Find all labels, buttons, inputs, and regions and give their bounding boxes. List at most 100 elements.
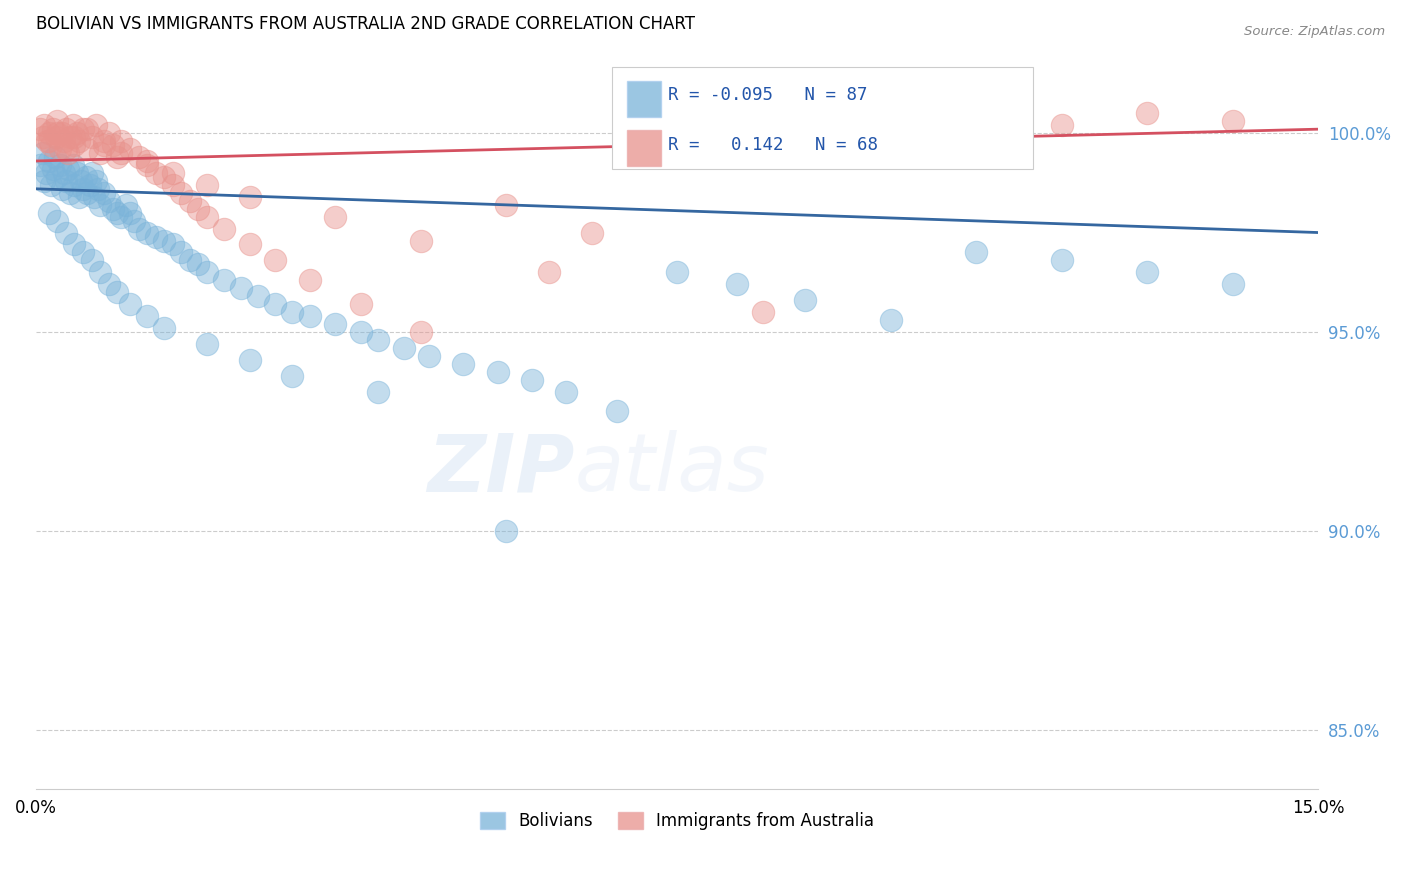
Point: [34, 118, 56, 132]
Point: [38, 134, 60, 148]
Point: [80, 130, 103, 145]
Point: [76, 186, 98, 200]
Point: [97, 194, 120, 208]
Point: [63, 178, 86, 192]
Point: [34, 174, 56, 188]
Point: [145, 166, 167, 180]
Point: [72, 245, 94, 260]
Point: [105, 285, 128, 300]
Point: [55, 226, 77, 240]
Point: [55, 142, 77, 156]
Point: [66, 126, 89, 140]
Point: [922, 126, 945, 140]
Point: [212, 221, 235, 235]
Point: [66, 166, 89, 180]
Point: [63, 130, 86, 145]
Point: [46, 114, 69, 128]
Point: [409, 234, 432, 248]
Point: [72, 182, 94, 196]
Point: [38, 205, 60, 219]
Point: [42, 161, 65, 176]
Point: [367, 384, 389, 399]
Point: [409, 325, 432, 339]
Point: [247, 289, 270, 303]
Point: [114, 198, 136, 212]
Point: [72, 122, 94, 136]
Point: [41, 138, 63, 153]
Point: [83, 190, 105, 204]
Point: [63, 138, 86, 153]
Point: [38, 126, 60, 140]
Point: [136, 158, 159, 172]
Point: [453, 357, 475, 371]
Point: [179, 194, 201, 208]
Point: [195, 265, 218, 279]
Point: [49, 142, 72, 156]
Point: [51, 126, 73, 140]
Point: [239, 352, 262, 367]
Point: [46, 169, 69, 184]
Point: [666, 265, 689, 279]
Point: [30, 158, 52, 172]
Point: [97, 277, 120, 292]
Point: [153, 321, 176, 335]
Point: [1136, 106, 1159, 120]
Point: [51, 182, 73, 196]
Point: [62, 158, 84, 172]
Point: [101, 138, 124, 153]
Point: [128, 221, 150, 235]
Point: [118, 142, 141, 156]
Point: [49, 158, 72, 172]
Point: [35, 134, 58, 148]
Point: [58, 146, 80, 161]
Point: [42, 122, 65, 136]
Point: [128, 150, 150, 164]
Point: [170, 186, 193, 200]
Point: [264, 253, 287, 268]
Point: [79, 178, 101, 192]
Point: [75, 169, 97, 184]
Point: [105, 150, 128, 164]
Point: [195, 210, 218, 224]
Point: [486, 365, 509, 379]
Point: [118, 205, 141, 219]
Point: [62, 118, 84, 132]
Point: [118, 297, 141, 311]
Point: [264, 297, 287, 311]
Point: [794, 134, 817, 148]
Point: [89, 146, 111, 161]
Point: [162, 166, 184, 180]
Point: [751, 305, 773, 319]
Point: [495, 524, 517, 538]
Point: [53, 134, 76, 148]
Point: [97, 126, 120, 140]
Point: [666, 146, 689, 161]
Point: [67, 134, 90, 148]
Point: [105, 205, 128, 219]
Point: [93, 186, 115, 200]
Point: [212, 273, 235, 287]
Text: R = -0.095   N = 87: R = -0.095 N = 87: [668, 87, 868, 104]
Point: [145, 229, 167, 244]
Point: [45, 130, 67, 145]
Point: [162, 178, 184, 192]
Text: ZIP: ZIP: [427, 431, 575, 508]
Point: [30, 122, 52, 136]
Point: [35, 166, 58, 180]
Point: [1222, 277, 1244, 292]
Point: [110, 210, 132, 224]
Point: [153, 234, 176, 248]
Point: [55, 174, 77, 188]
Point: [418, 349, 440, 363]
Point: [281, 305, 304, 319]
Point: [187, 202, 209, 216]
Point: [367, 333, 389, 347]
Point: [520, 373, 543, 387]
Point: [229, 281, 252, 295]
Legend: Bolivians, Immigrants from Australia: Bolivians, Immigrants from Australia: [474, 805, 882, 837]
Point: [187, 257, 209, 271]
Point: [136, 226, 159, 240]
Point: [794, 293, 817, 307]
Point: [965, 245, 987, 260]
Text: R =   0.142   N = 68: R = 0.142 N = 68: [668, 136, 877, 153]
